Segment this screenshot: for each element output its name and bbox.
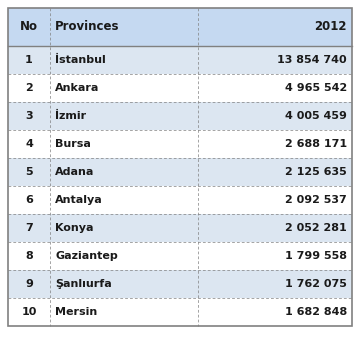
Bar [50,46,198,74]
Bar [8,8,352,326]
Bar [8,46,50,74]
Text: 2 688 171: 2 688 171 [285,139,347,149]
Bar [8,242,50,270]
Text: Konya: Konya [55,223,93,233]
Bar [198,242,352,270]
Bar [8,158,50,186]
Text: Ankara: Ankara [55,83,99,93]
Bar [8,74,50,102]
Text: Adana: Adana [55,167,94,177]
Text: 2 125 635: 2 125 635 [285,167,347,177]
Text: İstanbul: İstanbul [55,55,106,65]
Text: Şanlıurfa: Şanlıurfa [55,279,112,289]
Bar [50,74,198,102]
Bar [198,270,352,298]
Text: 2 092 537: 2 092 537 [285,195,347,205]
Bar [198,102,352,130]
Text: 1 799 558: 1 799 558 [285,251,347,261]
Text: 2: 2 [25,83,33,93]
Bar [198,46,352,74]
Bar [50,270,198,298]
Text: 2 052 281: 2 052 281 [285,223,347,233]
Text: Mersin: Mersin [55,307,97,317]
Text: 7: 7 [25,223,33,233]
Text: 2012: 2012 [314,21,347,34]
Bar [8,214,50,242]
Text: Bursa: Bursa [55,139,91,149]
Bar [8,298,50,326]
Bar [50,214,198,242]
Text: 10: 10 [21,307,37,317]
Text: No: No [20,21,38,34]
Bar [50,242,198,270]
Text: 4: 4 [25,139,33,149]
Text: 4 965 542: 4 965 542 [285,83,347,93]
Bar [8,8,50,46]
Bar [198,74,352,102]
Text: Antalya: Antalya [55,195,103,205]
Bar [50,102,198,130]
Text: 1: 1 [25,55,33,65]
Bar [50,186,198,214]
Text: 1 682 848: 1 682 848 [285,307,347,317]
Bar [198,158,352,186]
Bar [8,186,50,214]
Bar [50,8,198,46]
Bar [198,298,352,326]
Bar [50,130,198,158]
Text: 13 854 740: 13 854 740 [278,55,347,65]
Bar [8,102,50,130]
Text: Provinces: Provinces [55,21,120,34]
Bar [8,270,50,298]
Text: 9: 9 [25,279,33,289]
Text: Gaziantep: Gaziantep [55,251,118,261]
Text: 3: 3 [25,111,33,121]
Text: 8: 8 [25,251,33,261]
Text: 6: 6 [25,195,33,205]
Text: 1 762 075: 1 762 075 [285,279,347,289]
Bar [198,130,352,158]
Bar [198,8,352,46]
Text: 4 005 459: 4 005 459 [285,111,347,121]
Bar [50,298,198,326]
Text: İzmir: İzmir [55,111,86,121]
Bar [50,158,198,186]
Bar [198,186,352,214]
Bar [198,214,352,242]
Text: 5: 5 [25,167,33,177]
Bar [8,130,50,158]
